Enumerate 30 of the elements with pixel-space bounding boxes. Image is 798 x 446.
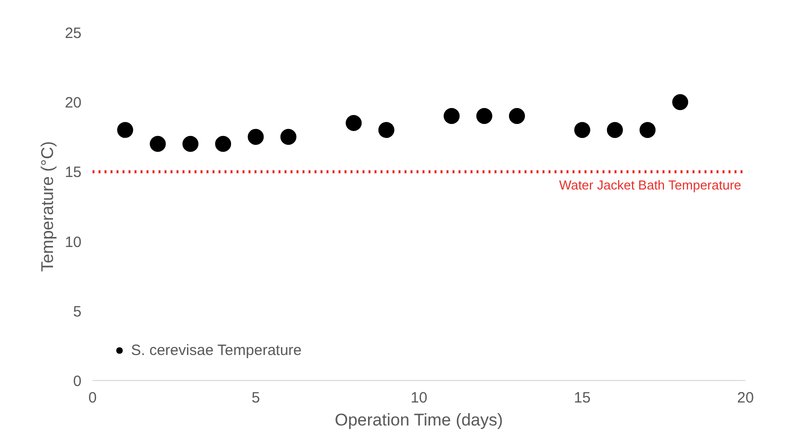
y-tick-label: 15	[64, 164, 82, 182]
x-tick-label: 20	[737, 390, 754, 406]
point	[280, 128, 296, 145]
x-tick-label: 10	[410, 390, 428, 406]
y-tick-label: 25	[64, 25, 82, 42]
point	[672, 94, 688, 110]
y-tick-label: 10	[64, 234, 82, 251]
y-axis-title: Temperature (°C)	[38, 141, 57, 272]
y-tick-label: 20	[64, 94, 82, 112]
y-tick-label: 0	[73, 373, 82, 390]
point	[606, 122, 623, 138]
point	[215, 136, 232, 152]
legend-label: S. cerevisae Temperature	[131, 342, 302, 358]
point	[508, 108, 525, 124]
point	[640, 122, 656, 138]
point	[444, 108, 460, 124]
x-axis-title: Operation Time (days)	[334, 410, 503, 430]
y-tick-label: 5	[73, 303, 82, 320]
point	[476, 108, 492, 124]
point	[182, 136, 198, 152]
x-tick-label: 5	[252, 390, 260, 406]
x-tick-label: 0	[88, 390, 97, 406]
point	[378, 122, 394, 138]
point	[150, 136, 166, 152]
ref-line-label: Water Jacket Bath Temperature	[559, 178, 742, 193]
x-tick-label: 15	[574, 390, 591, 406]
point	[248, 128, 264, 145]
point	[574, 122, 590, 138]
point	[346, 114, 362, 131]
point	[117, 122, 134, 138]
